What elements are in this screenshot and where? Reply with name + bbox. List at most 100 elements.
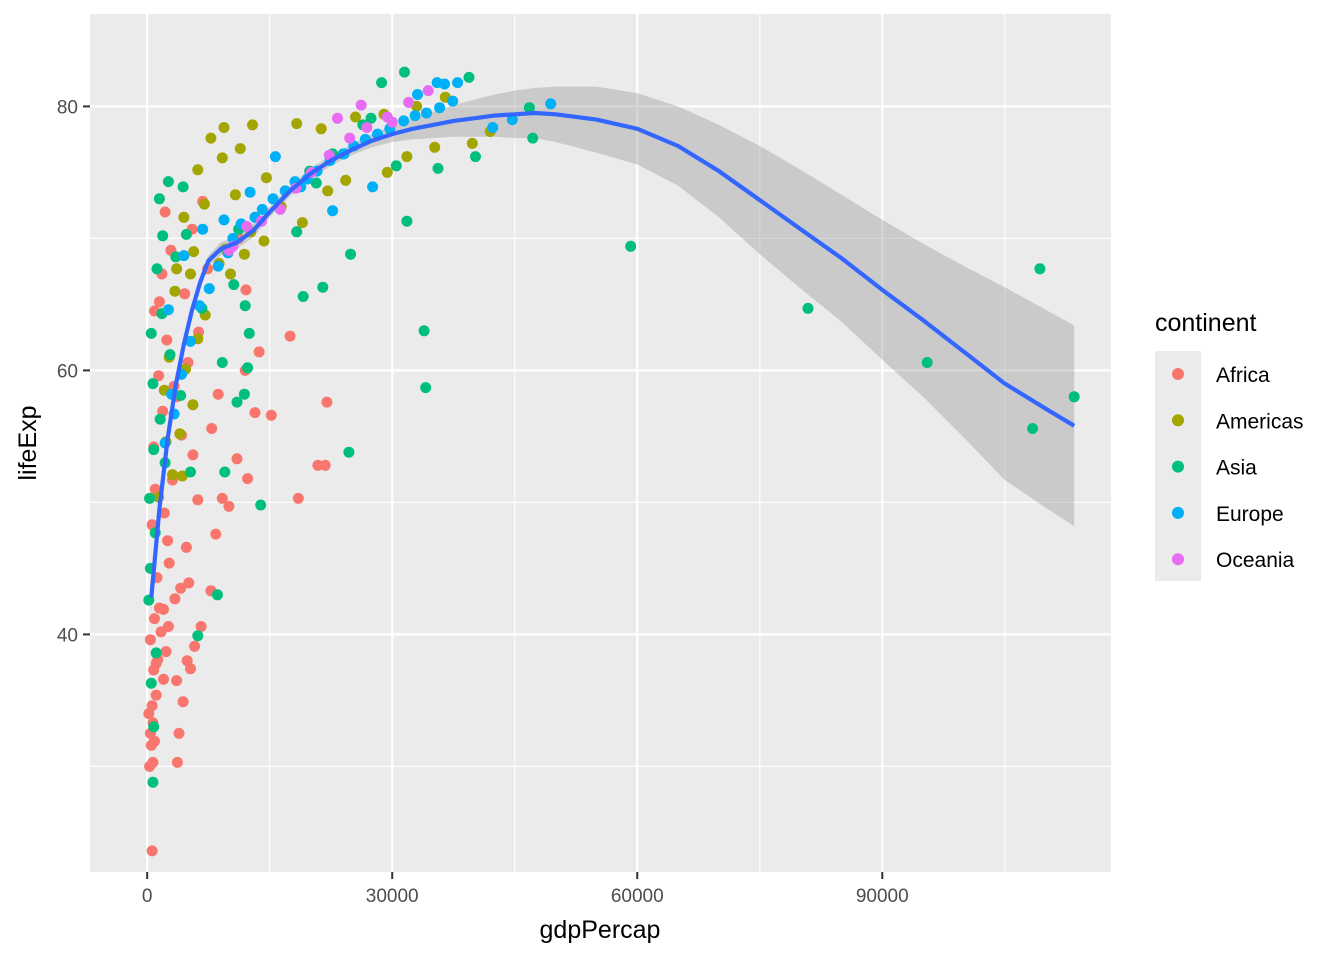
data-point bbox=[212, 388, 224, 400]
data-point bbox=[401, 215, 413, 227]
data-point bbox=[150, 657, 162, 669]
data-point bbox=[167, 469, 178, 481]
data-point bbox=[171, 263, 183, 275]
data-point bbox=[802, 302, 814, 314]
data-points bbox=[143, 66, 1080, 857]
minor-gridlines bbox=[90, 14, 1111, 872]
legend-key-asia bbox=[1172, 460, 1184, 473]
data-point bbox=[180, 228, 192, 240]
data-point bbox=[192, 630, 204, 642]
data-point bbox=[409, 110, 421, 122]
panel-background bbox=[90, 14, 1111, 872]
data-point bbox=[256, 203, 268, 215]
data-point bbox=[147, 776, 159, 788]
data-point bbox=[180, 541, 192, 553]
series-americas bbox=[153, 91, 496, 503]
data-point bbox=[185, 466, 196, 478]
data-point bbox=[188, 246, 200, 258]
legend-key-americas bbox=[1172, 414, 1184, 427]
y-tick-label: 60 bbox=[57, 361, 78, 382]
data-point bbox=[225, 268, 236, 280]
data-point bbox=[154, 413, 166, 425]
legend-label-europe: Europe bbox=[1216, 503, 1284, 526]
data-point bbox=[242, 362, 254, 374]
data-point bbox=[177, 696, 189, 708]
data-point bbox=[148, 444, 160, 456]
data-point bbox=[151, 263, 163, 275]
major-gridlines bbox=[90, 14, 1111, 872]
data-point bbox=[210, 528, 222, 540]
data-point bbox=[470, 151, 481, 163]
data-point bbox=[178, 250, 190, 262]
data-point bbox=[297, 291, 309, 302]
data-point bbox=[267, 193, 279, 205]
data-point bbox=[145, 327, 157, 339]
data-point bbox=[421, 107, 432, 119]
data-point bbox=[463, 71, 475, 83]
data-point bbox=[466, 137, 478, 149]
data-point bbox=[506, 114, 518, 126]
data-point bbox=[175, 390, 187, 401]
data-point bbox=[171, 756, 183, 768]
data-point bbox=[420, 382, 432, 394]
data-point bbox=[185, 335, 196, 347]
data-point bbox=[432, 162, 444, 174]
data-point bbox=[284, 330, 296, 342]
data-point bbox=[216, 492, 228, 504]
data-point bbox=[183, 577, 195, 589]
data-point bbox=[218, 122, 230, 133]
data-point bbox=[253, 346, 265, 358]
data-point bbox=[317, 281, 329, 293]
data-point bbox=[160, 646, 172, 658]
y-tick-label: 80 bbox=[57, 97, 78, 118]
data-point bbox=[218, 214, 230, 226]
data-point bbox=[344, 132, 356, 144]
data-point bbox=[321, 396, 333, 408]
data-point bbox=[291, 118, 303, 130]
data-point bbox=[247, 119, 258, 131]
data-point bbox=[211, 589, 223, 601]
data-point bbox=[171, 675, 183, 687]
data-point bbox=[212, 260, 224, 272]
data-point bbox=[197, 223, 209, 235]
data-point bbox=[192, 494, 204, 506]
data-point bbox=[434, 102, 446, 114]
data-point bbox=[181, 655, 193, 667]
y-axis-title: lifeExp bbox=[14, 405, 42, 480]
data-point bbox=[158, 603, 169, 615]
data-point bbox=[418, 325, 430, 337]
data-point bbox=[401, 151, 413, 163]
data-point bbox=[228, 279, 240, 291]
data-point bbox=[340, 174, 352, 186]
data-point bbox=[439, 78, 450, 90]
data-point bbox=[195, 621, 207, 632]
legend-label-oceania: Oceania bbox=[1216, 549, 1295, 572]
data-point bbox=[238, 388, 250, 400]
series-asia bbox=[143, 66, 1080, 788]
data-point bbox=[148, 721, 160, 733]
legend-title: continent bbox=[1155, 309, 1257, 337]
data-point bbox=[177, 181, 189, 193]
data-point bbox=[403, 96, 415, 108]
data-point bbox=[239, 300, 251, 312]
legend-key-oceania bbox=[1172, 553, 1184, 566]
data-point bbox=[322, 185, 334, 197]
data-point bbox=[327, 205, 339, 217]
data-point bbox=[147, 378, 159, 390]
data-point bbox=[399, 66, 410, 78]
data-point bbox=[523, 102, 535, 114]
data-point bbox=[150, 689, 162, 701]
data-point bbox=[158, 673, 169, 685]
data-point bbox=[240, 284, 252, 296]
data-point bbox=[205, 132, 217, 144]
data-point bbox=[162, 176, 174, 188]
data-point bbox=[223, 500, 235, 512]
data-point bbox=[194, 300, 205, 312]
x-tick-label: 60000 bbox=[611, 886, 664, 907]
data-point bbox=[921, 357, 933, 368]
data-point bbox=[161, 334, 173, 346]
data-point bbox=[381, 166, 393, 178]
data-point bbox=[216, 357, 228, 368]
data-point bbox=[145, 677, 157, 689]
